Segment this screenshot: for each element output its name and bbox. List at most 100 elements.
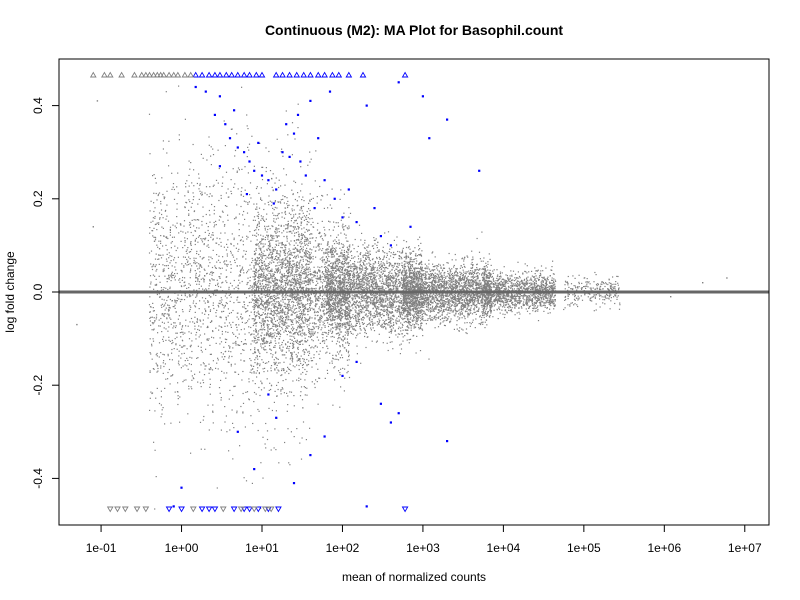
data-point: [187, 359, 189, 361]
data-point: [163, 314, 165, 316]
data-point: [157, 258, 159, 260]
data-point: [189, 226, 192, 228]
data-point: [280, 288, 282, 291]
data-point: [281, 244, 283, 246]
data-point: [308, 329, 310, 332]
data-point: [314, 271, 316, 274]
data-point: [152, 220, 154, 222]
data-point: [215, 367, 217, 369]
data-point: [274, 271, 276, 273]
data-point: [241, 280, 243, 283]
data-point: [294, 296, 296, 299]
data-point: [168, 368, 170, 371]
data-point: [231, 254, 233, 256]
data-point: [263, 339, 265, 341]
data-point: [212, 410, 214, 412]
data-point: [160, 317, 162, 320]
data-point: [275, 232, 277, 234]
data-point: [162, 140, 164, 142]
data-point: [293, 436, 295, 438]
data-point: [305, 320, 307, 322]
data-point: [228, 322, 231, 324]
data-point: [322, 259, 324, 261]
data-point: [169, 298, 171, 301]
data-point: [281, 212, 283, 214]
data-point: [275, 235, 277, 237]
data-point: [343, 284, 345, 286]
data-point: [186, 261, 189, 263]
data-point: [347, 293, 349, 295]
data-point: [300, 217, 302, 219]
data-point: [182, 231, 184, 233]
data-point: [324, 235, 326, 237]
data-point: [293, 327, 295, 330]
data-point: [275, 256, 277, 258]
data-point: [305, 272, 307, 274]
data-point: [278, 331, 280, 333]
data-point: [262, 305, 264, 307]
data-point: [303, 360, 305, 362]
data-point: [307, 257, 309, 259]
data-point: [346, 319, 348, 321]
data-point: [154, 275, 156, 277]
data-point: [331, 188, 333, 190]
data-point: [293, 216, 295, 218]
data-point: [326, 244, 328, 246]
data-point: [257, 285, 260, 287]
data-point: [280, 251, 282, 253]
data-point: [296, 293, 298, 295]
data-point: [345, 349, 347, 351]
data-point: [284, 284, 287, 286]
data-point: [246, 212, 249, 214]
data-point: [262, 254, 264, 256]
data-point: [275, 287, 277, 289]
data-point: [322, 337, 324, 339]
data-point: [305, 295, 307, 297]
data-point: [267, 316, 269, 318]
data-point: [284, 196, 286, 198]
data-point: [222, 304, 224, 307]
data-point: [279, 293, 281, 295]
data-point: [322, 261, 324, 263]
data-point: [308, 310, 310, 312]
data-point: [257, 223, 259, 225]
data-point: [218, 167, 220, 170]
data-point: [218, 219, 220, 221]
data-point: [253, 372, 255, 374]
data-point: [189, 221, 191, 224]
data-point: [158, 342, 161, 344]
data-point: [211, 321, 213, 323]
data-point: [258, 192, 260, 194]
data-point: [169, 226, 172, 228]
data-point: [262, 318, 265, 320]
data-point: [300, 373, 302, 375]
data-point: [148, 113, 151, 115]
data-point: [255, 330, 257, 333]
data-point: [286, 327, 288, 329]
data-point: [163, 305, 165, 307]
data-point: [294, 366, 296, 368]
data-point: [212, 304, 214, 306]
data-point: [221, 370, 223, 372]
data-point: [284, 288, 286, 290]
data-point: [291, 267, 294, 269]
data-point: [255, 271, 257, 273]
data-point: [385, 282, 387, 284]
data-point: [207, 317, 209, 319]
data-point: [184, 206, 186, 209]
data-point: [209, 310, 211, 312]
data-point: [271, 236, 273, 239]
data-point: [258, 262, 260, 264]
data-point: [308, 360, 310, 362]
data-point: [339, 297, 341, 300]
data-point: [335, 270, 337, 272]
data-point: [217, 359, 219, 361]
data-point: [244, 322, 246, 324]
data-point: [197, 328, 199, 331]
data-point: [323, 207, 325, 209]
data-point: [257, 215, 259, 217]
data-point: [284, 246, 286, 248]
data-point: [178, 85, 180, 87]
data-point: [264, 296, 267, 298]
data-point: [238, 333, 240, 335]
